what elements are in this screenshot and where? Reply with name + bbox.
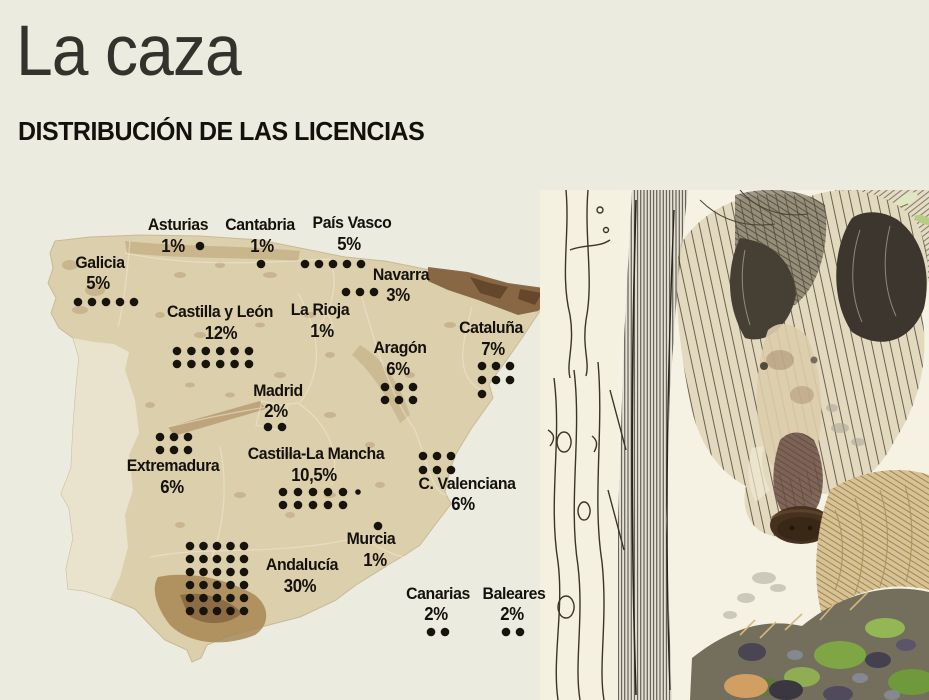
cheek-highlight	[748, 446, 770, 502]
wild-boar-illustration	[540, 190, 929, 700]
ear-highlight-strokes	[741, 225, 897, 326]
boar-head	[676, 190, 928, 544]
page-subtitle: DISTRIBUCIÓN DE LAS LICENCIAS	[18, 116, 425, 146]
relief-pyrenees-dark	[470, 277, 542, 305]
tree-trunk-outlined	[540, 190, 627, 700]
cast-shadows	[723, 404, 865, 619]
thin-branches	[699, 190, 809, 226]
portugal-area	[61, 338, 139, 599]
terrain-speckles	[62, 260, 456, 528]
ground-moss	[690, 588, 929, 700]
relief-andalucia-dark	[180, 593, 242, 624]
relief-sistema-central	[168, 401, 266, 436]
relief-cantabrian	[125, 241, 300, 261]
page-title: La caza	[16, 12, 242, 91]
boar-shoulder-fur	[816, 470, 929, 615]
spain-terrain-map	[47, 234, 555, 663]
grass-strokes	[739, 591, 869, 639]
eye	[760, 362, 768, 370]
eye-right	[810, 356, 818, 364]
tree-trunk-shaded	[616, 190, 688, 700]
right-ear	[836, 212, 927, 342]
